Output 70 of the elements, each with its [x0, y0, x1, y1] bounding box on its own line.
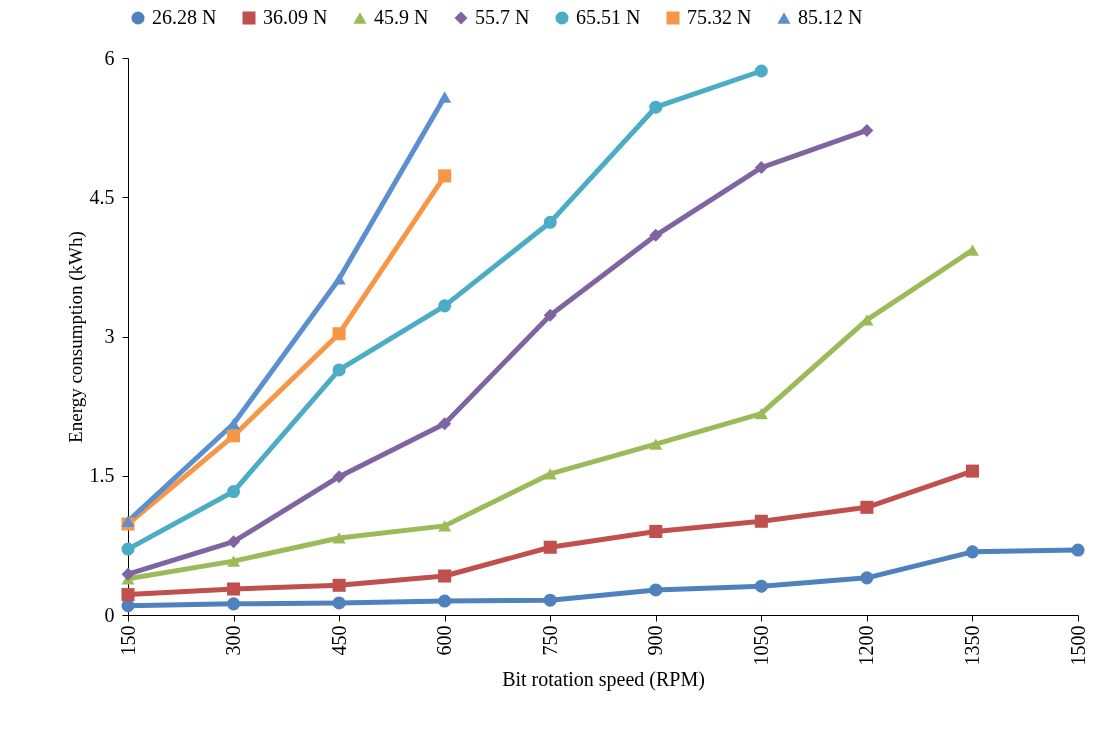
point [649, 228, 663, 242]
point [965, 464, 979, 478]
point [438, 417, 452, 431]
point [860, 123, 874, 137]
point [332, 532, 346, 544]
point [438, 569, 452, 583]
point [332, 596, 346, 610]
point [227, 535, 241, 549]
point [543, 593, 557, 607]
point [227, 429, 241, 443]
point [1071, 543, 1085, 557]
point [965, 545, 979, 559]
x-tick-label: 450 [327, 625, 350, 656]
point [543, 468, 557, 480]
legend-label: 55.7 N [475, 6, 530, 28]
legend-label: 36.09 N [263, 6, 328, 28]
point [227, 597, 241, 611]
legend-label: 45.9 N [374, 6, 429, 28]
x-tick-label: 600 [433, 625, 456, 656]
legend-label: 85.12 N [798, 6, 863, 28]
x-axis-title: Bit rotation speed (RPM) [502, 667, 705, 691]
point [754, 579, 768, 593]
point [754, 64, 768, 78]
legend-label: 75.32 N [687, 6, 752, 28]
x-tick-label: 750 [538, 625, 561, 656]
x-tick-label: 900 [644, 625, 667, 656]
x-tick-label: 1200 [855, 625, 878, 666]
y-tick-label: 1.5 [89, 464, 115, 487]
x-tick-label: 150 [116, 625, 139, 656]
legend-label: 65.51 N [576, 6, 641, 28]
point [332, 327, 346, 341]
point [332, 363, 346, 377]
point [121, 542, 135, 556]
point [860, 500, 874, 514]
y-tick-label: 0 [104, 603, 115, 626]
legend-label: 26.28 N [152, 6, 217, 28]
point [860, 571, 874, 585]
point [649, 438, 663, 450]
point [649, 100, 663, 114]
x-tick-label: 1050 [749, 625, 772, 666]
point [543, 540, 557, 554]
point [649, 583, 663, 597]
point [121, 515, 135, 527]
point [438, 594, 452, 608]
point [754, 514, 768, 528]
point [332, 273, 346, 285]
point [227, 485, 241, 499]
y-axis-title: Energy consumption (kWh) [64, 231, 87, 443]
point [438, 299, 452, 313]
point [649, 524, 663, 538]
point [227, 555, 241, 567]
point [754, 407, 768, 420]
point [543, 215, 557, 229]
x-tick-label: 1350 [960, 625, 983, 666]
point [227, 418, 241, 430]
point [121, 588, 135, 602]
x-tick-label: 1500 [1066, 625, 1089, 666]
point [754, 161, 768, 175]
y-tick-label: 4.5 [89, 185, 115, 208]
point [332, 578, 346, 592]
point [121, 567, 135, 581]
point [438, 91, 452, 103]
y-tick-label: 3 [104, 325, 115, 347]
point [332, 470, 346, 484]
point [227, 582, 241, 596]
x-tick-label: 300 [222, 625, 245, 656]
point [543, 308, 557, 322]
y-tick-label: 6 [104, 46, 115, 69]
point [438, 520, 452, 532]
point [438, 169, 452, 183]
